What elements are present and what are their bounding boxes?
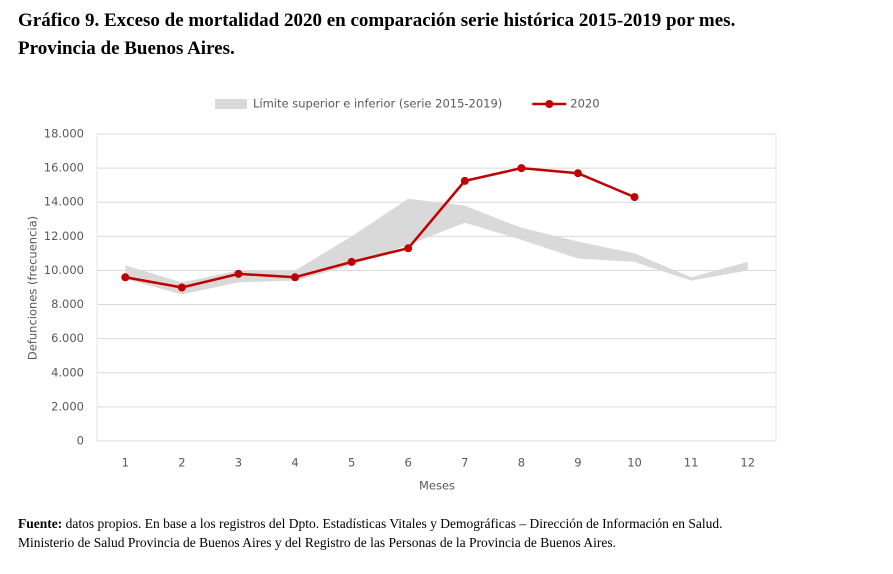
y-tick-label: 6.000 bbox=[51, 331, 84, 345]
chart-title: Gráfico 9. Exceso de mortalidad 2020 en … bbox=[18, 10, 735, 31]
y-tick-label: 4.000 bbox=[51, 365, 84, 379]
point bbox=[177, 283, 186, 292]
y-axis-label: Defunciones (frecuencia) bbox=[26, 216, 40, 360]
x-tick-label: 11 bbox=[684, 456, 699, 470]
point bbox=[630, 193, 639, 202]
y-tick-label: 8.000 bbox=[51, 297, 84, 311]
point bbox=[234, 269, 243, 278]
y-tick-label: 12.000 bbox=[44, 229, 84, 243]
source: Fuente: datos propios. En base a los reg… bbox=[18, 516, 723, 531]
source-text: datos propios. En base a los registros d… bbox=[66, 516, 723, 531]
y-tick-label: 2.000 bbox=[51, 399, 84, 413]
legend-label: Límite superior e inferior (serie 2015-2… bbox=[253, 97, 502, 111]
chart-title: Provincia de Buenos Aires. bbox=[18, 38, 235, 59]
x-tick-label: 10 bbox=[627, 456, 642, 470]
x-axis-label: Meses bbox=[419, 479, 455, 493]
source: Ministerio de Salud Provincia de Buenos … bbox=[18, 535, 616, 550]
y-tick-label: 14.000 bbox=[44, 195, 84, 209]
x-tick-label: 4 bbox=[291, 456, 298, 470]
point bbox=[121, 273, 130, 282]
point bbox=[460, 176, 469, 185]
legend-swatch bbox=[545, 100, 554, 108]
point bbox=[404, 244, 413, 253]
y-tick-label: 18.000 bbox=[44, 127, 84, 141]
x-tick-label: 8 bbox=[518, 456, 525, 470]
point bbox=[291, 273, 300, 282]
line bbox=[125, 166, 636, 289]
x-tick-label: 1 bbox=[122, 456, 129, 470]
y-tick-label: 10.000 bbox=[44, 263, 84, 277]
x-tick-label: 12 bbox=[740, 456, 755, 470]
source-label: Fuente: bbox=[18, 516, 62, 531]
x-tick-label: 6 bbox=[405, 456, 412, 470]
y-tick-label: 16.000 bbox=[44, 161, 84, 175]
x-tick-label: 7 bbox=[461, 456, 468, 470]
x-tick-label: 3 bbox=[235, 456, 242, 470]
point bbox=[573, 169, 582, 178]
x-tick-label: 5 bbox=[348, 456, 355, 470]
point bbox=[517, 164, 526, 173]
x-tick-label: 9 bbox=[574, 456, 581, 470]
x-tick-label: 2 bbox=[178, 456, 185, 470]
legend-swatch bbox=[215, 99, 247, 109]
point bbox=[347, 257, 356, 266]
band-area bbox=[125, 198, 748, 295]
y-tick-label: 0 bbox=[77, 434, 84, 448]
legend-label: 2020 bbox=[570, 97, 599, 111]
